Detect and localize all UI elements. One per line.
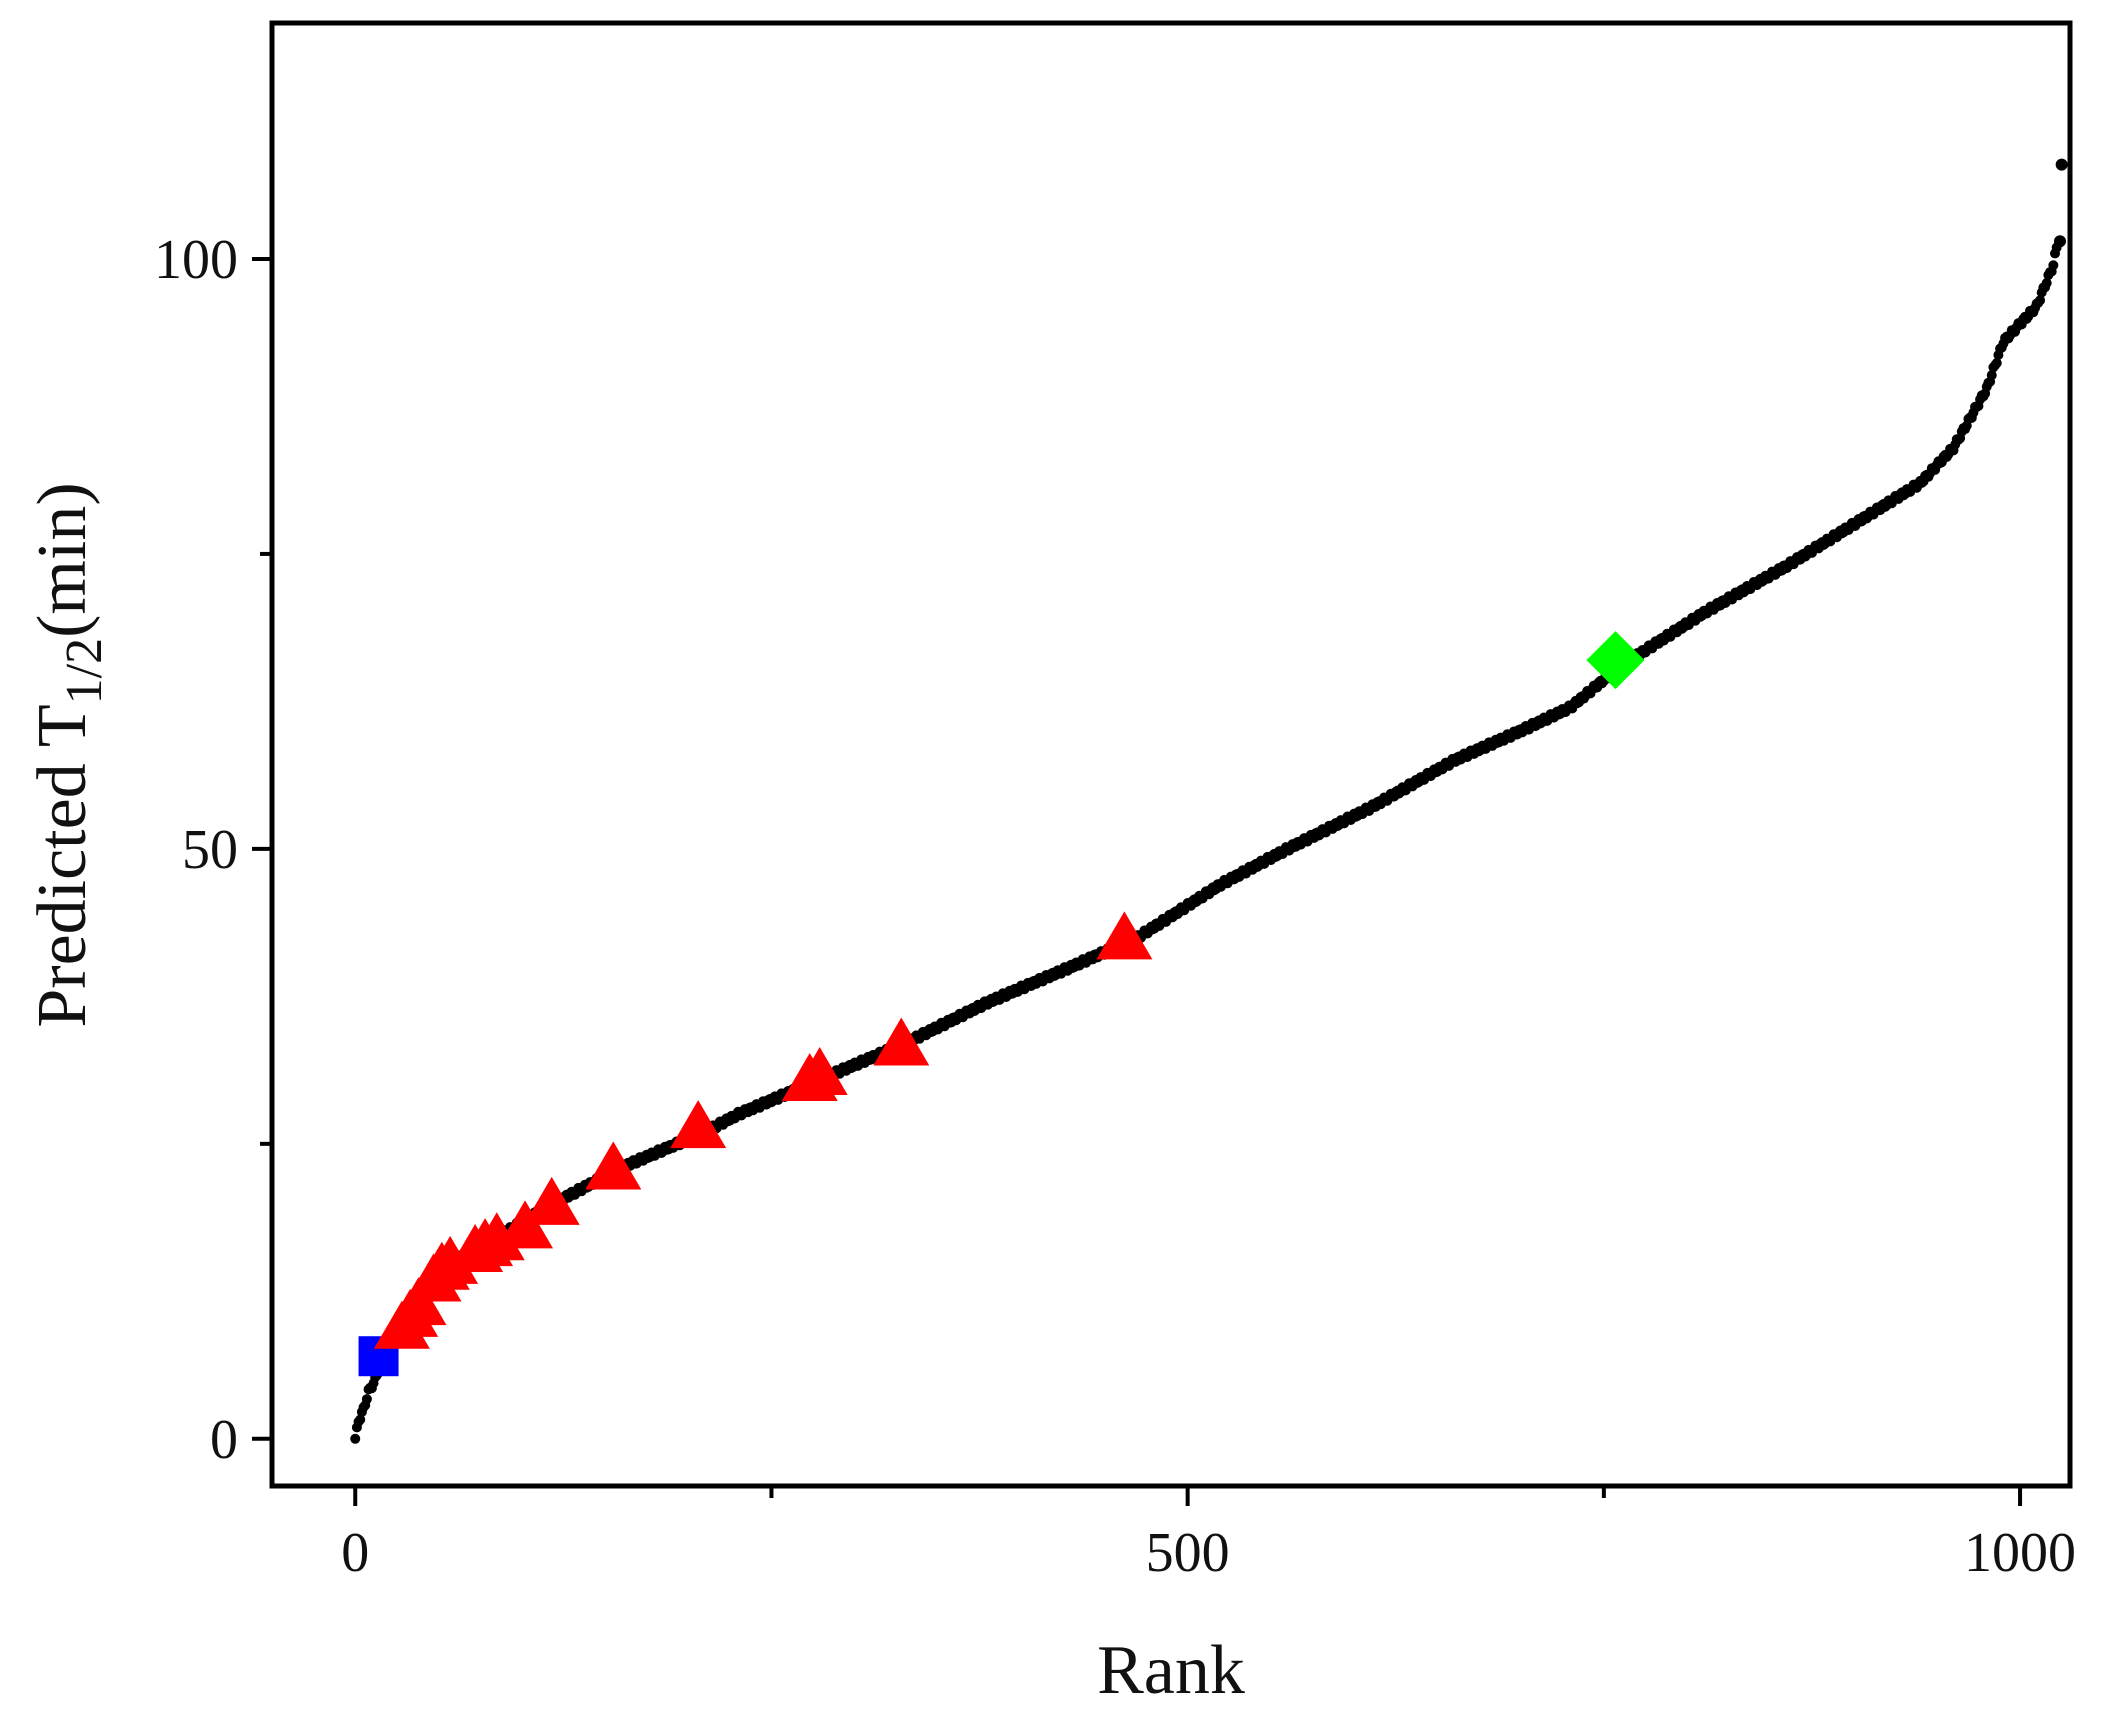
triangle-marker: [523, 1176, 580, 1225]
triangle-marker: [1096, 911, 1153, 960]
data-point: [361, 1394, 372, 1405]
diamond-marker: [1586, 631, 1645, 690]
data-point: [1986, 370, 1997, 381]
y-tick-label: 50: [182, 819, 238, 881]
triangle-marker: [873, 1017, 930, 1066]
axis-ticks: [252, 256, 2023, 1506]
x-axis-title: Rank: [1097, 1632, 1245, 1709]
y-tick-label: 0: [210, 1409, 238, 1471]
highlight-markers: [358, 631, 1645, 1377]
triangle-marker: [585, 1141, 642, 1190]
x-tick-label: 500: [1146, 1522, 1230, 1584]
data-point: [1991, 357, 2002, 368]
x-tick-label: 1000: [1964, 1522, 2076, 1584]
data-point: [350, 1433, 361, 1444]
y-axis-title: Predicted T1/2(min): [24, 482, 113, 1027]
y-tick-label: 100: [154, 229, 238, 291]
axis-tick-labels: 0 500 1000 0 50 100: [154, 229, 2076, 1584]
plot-frame: [269, 20, 2073, 1489]
triangle-marker: [670, 1100, 727, 1149]
triangle-marker: [791, 1047, 848, 1096]
y-axis-title-units: (min): [24, 482, 101, 638]
data-point: [2041, 278, 2052, 289]
data-point: [2035, 295, 2046, 306]
data-point: [2054, 235, 2067, 248]
data-point: [355, 1414, 366, 1425]
data-point: [2048, 260, 2059, 271]
data-point: [2055, 158, 2068, 171]
data-curve: [350, 158, 2068, 1444]
y-axis-title-subscript: 1/2: [56, 638, 113, 704]
y-axis-title-main: Predicted T: [24, 704, 101, 1027]
x-tick-label: 0: [341, 1522, 369, 1584]
